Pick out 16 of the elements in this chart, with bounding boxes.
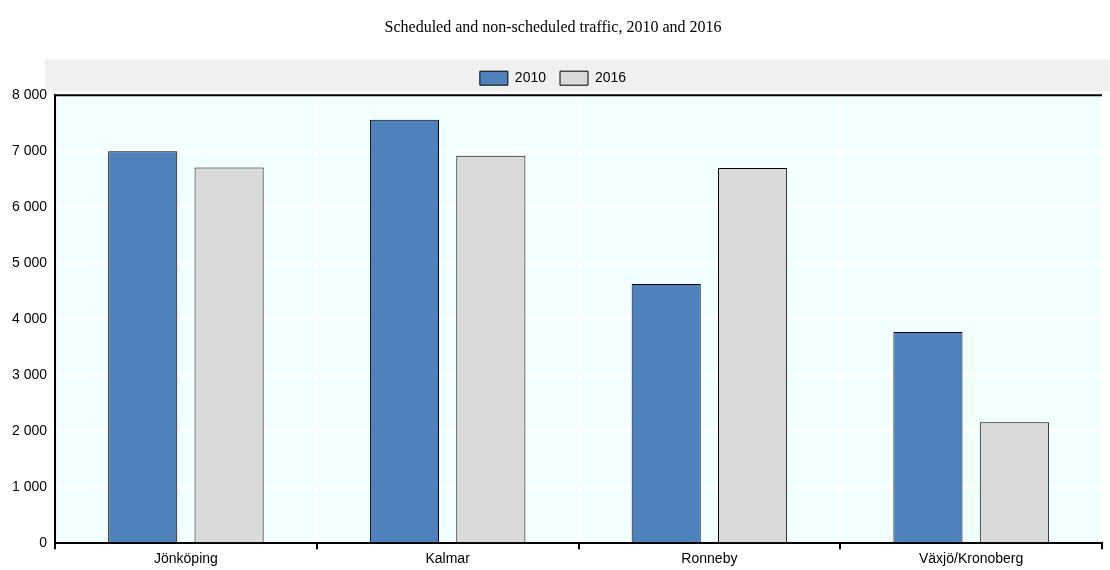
x-tick-label: Jönköping <box>153 550 218 567</box>
y-tick-label: 0 <box>39 534 48 551</box>
x-tick-label: Ronneby <box>681 550 738 567</box>
y-tick-label: 8 000 <box>11 86 48 103</box>
legend-label: 2010 <box>514 69 547 86</box>
x-tick-label: Växjö/Kronoberg <box>918 550 1024 567</box>
x-tick-label: Kalmar <box>425 550 471 567</box>
y-tick-label: 1 000 <box>11 478 48 495</box>
y-tick-label: 3 000 <box>11 366 48 383</box>
y-tick-label: 5 000 <box>11 254 48 271</box>
y-tick-label: 2 000 <box>11 422 48 439</box>
y-tick-label: 7 000 <box>11 142 48 159</box>
y-tick-label: 4 000 <box>11 310 48 327</box>
chart-title: Scheduled and non-scheduled traffic, 2010 and 2016 <box>384 17 722 35</box>
y-tick-label: 6 000 <box>11 198 48 215</box>
legend-label: 2016 <box>595 69 627 86</box>
